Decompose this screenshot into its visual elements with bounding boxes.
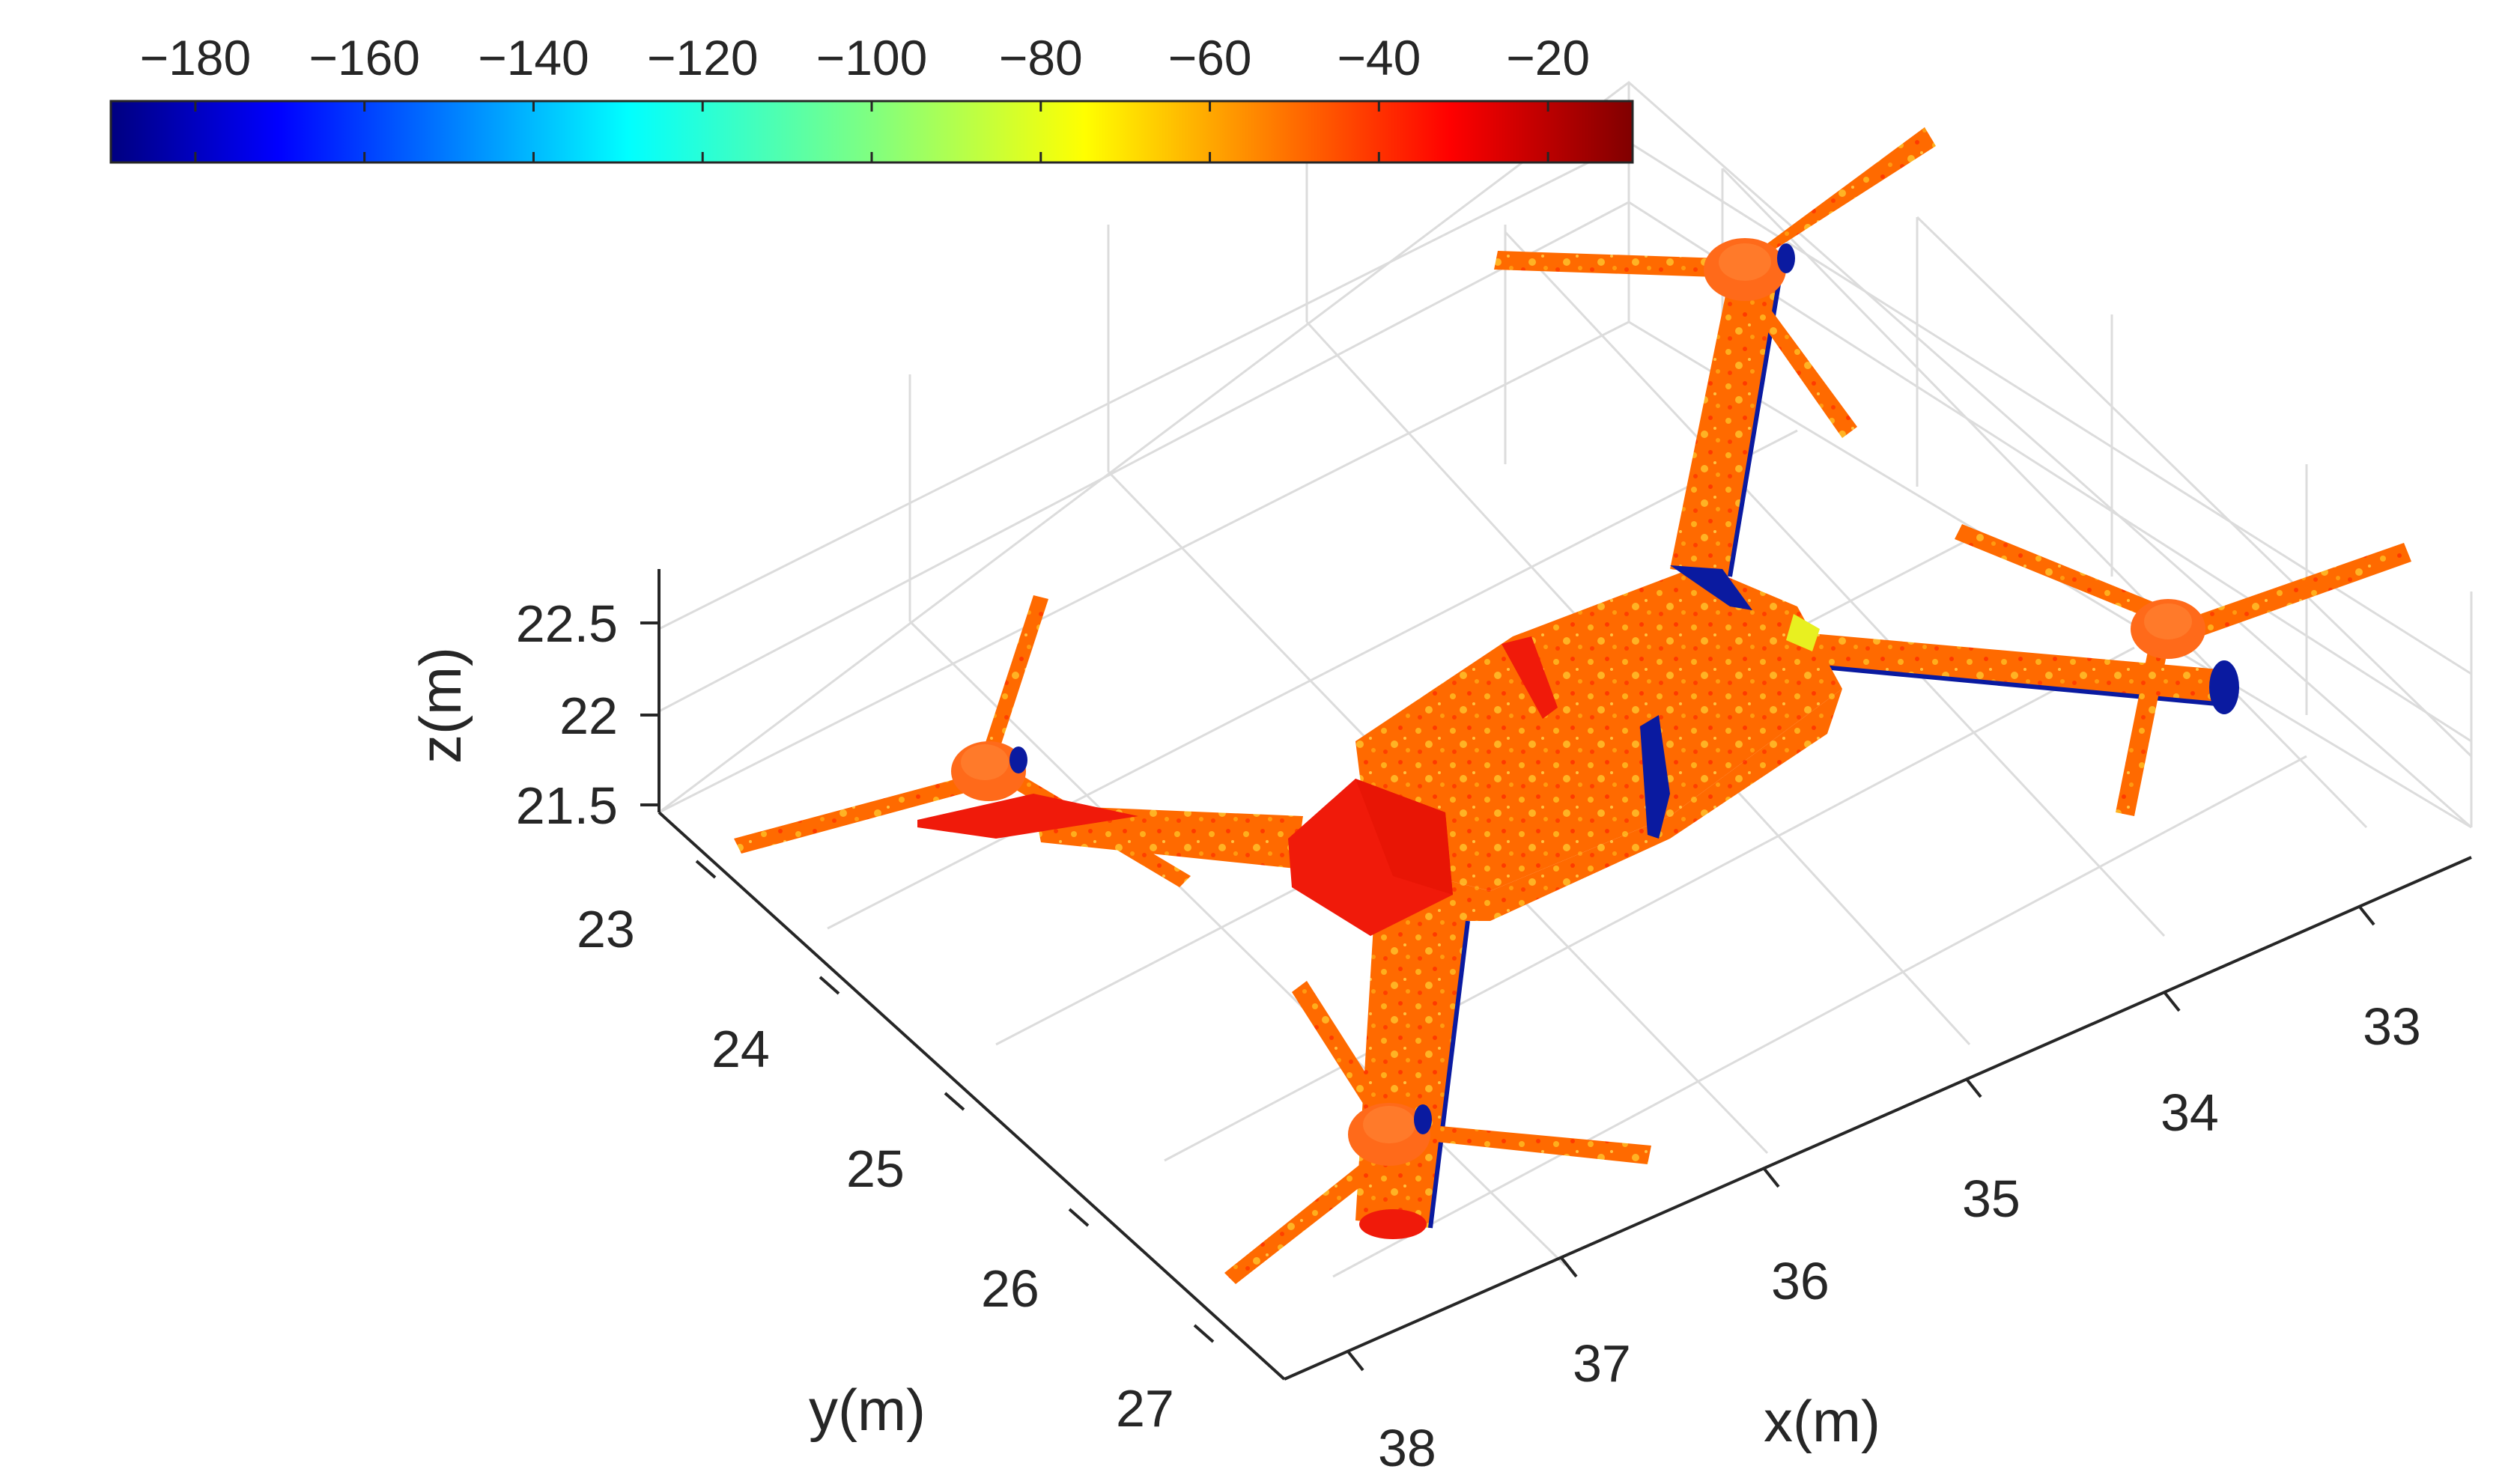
y-tick-label: 25 [846,1140,905,1198]
y-tick-marks [695,860,1215,1343]
y-tick-label: 23 [577,900,635,958]
arm-end-cap [1359,1209,1427,1239]
x-tick-label: 36 [1771,1252,1830,1310]
rotor-front [1224,981,1651,1284]
colorbar-tick-label: −180 [140,30,252,85]
y-tick-label: 27 [1116,1379,1174,1438]
fuselage-top [1355,565,1842,891]
colorbar: −180 −160 −140 −120 −100 −80 −60 −40 −20 [109,30,1634,164]
y-axis-label: y(m) [809,1377,926,1443]
x-tick-label: 37 [1573,1334,1631,1393]
rotor-back [1494,127,1936,438]
colorbar-tick-label: −160 [309,30,420,85]
rotor-right [1955,524,2411,816]
colorbar-tick-label: −120 [647,30,759,85]
z-tick-labels: 21.5 22 22.5 [516,594,618,835]
colorbar-labels: −180 −160 −140 −120 −100 −80 −60 −40 −20 [140,30,1591,85]
x-tick-label: 33 [2363,997,2421,1056]
z-tick-label: 21.5 [516,776,618,835]
drone-surface [734,127,2411,1284]
highlight-patch [1786,614,1820,651]
y-tick-label: 24 [711,1020,770,1078]
colorbar-tick-label: −80 [999,30,1083,85]
colorbar-tick-label: −140 [478,30,589,85]
canopy [1502,636,1558,719]
z-tick-marks [640,621,659,806]
z-tick-label: 22.5 [516,594,618,653]
hatch-low-value [1670,565,1752,610]
z-tick-label: 22 [559,687,618,745]
x-tick-labels: 33 34 35 36 37 38 [1378,997,2421,1477]
x-tick-marks [1346,904,2375,1372]
arm-right [1760,629,2228,704]
z-axis-label: z(m) [407,647,473,764]
x-axis-label: x(m) [1764,1388,1880,1454]
arm-back [1670,273,1779,577]
x-tick-label: 34 [2161,1083,2219,1142]
fuselage-front-shade [1355,779,1453,895]
x-tick-label: 38 [1378,1419,1436,1477]
axis-lines [658,569,2472,1381]
x-tick-label: 35 [1962,1170,2020,1228]
colorbar-tick-label: −60 [1168,30,1252,85]
y-tick-label: 26 [981,1259,1039,1318]
colorbar-tick-label: −100 [816,30,928,85]
y-tick-labels: 23 24 25 26 27 [577,900,1174,1438]
side-panel-low-value [1640,715,1670,839]
rotor-left [734,595,1191,887]
colorbar-ticks [194,101,1549,162]
colorbar-tick-label: −20 [1506,30,1590,85]
arm-end-cap [2209,660,2239,714]
colorbar-tick-label: −40 [1337,30,1421,85]
